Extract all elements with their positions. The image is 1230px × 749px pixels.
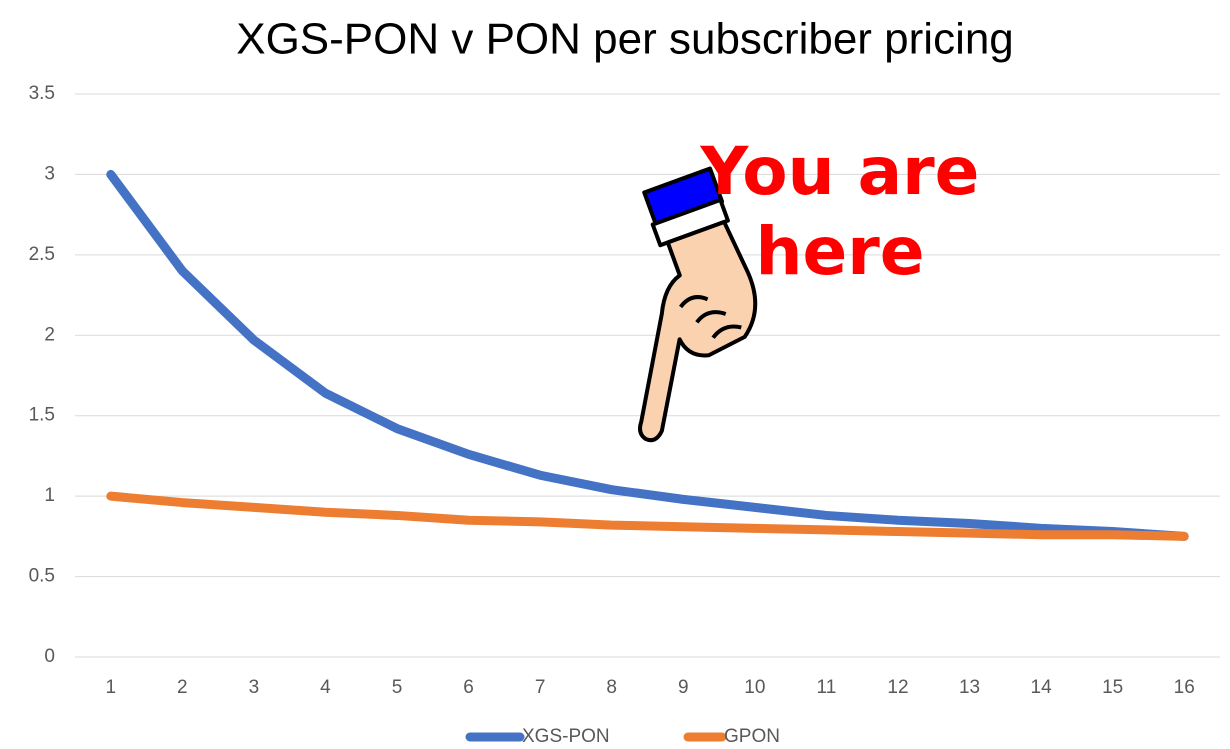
x-tick-label: 6 [463,677,474,698]
x-tick-label: 10 [744,677,765,698]
y-tick-label: 2.5 [29,244,55,265]
x-tick-label: 11 [817,677,837,698]
x-tick-label: 5 [392,677,403,698]
x-tick-label: 4 [320,677,331,698]
legend-label: GPON [724,726,780,747]
x-tick-label: 1 [105,677,116,698]
series-line [111,496,1184,536]
legend-label: XGS-PON [522,726,610,747]
x-tick-label: 9 [678,677,689,698]
y-tick-label: 0 [44,646,55,667]
y-tick-label: 3.5 [29,83,55,104]
x-tick-label: 16 [1174,677,1195,698]
annotation: You are here [690,132,990,292]
y-tick-label: 3 [44,163,55,184]
x-tick-label: 2 [177,677,188,698]
x-tick-label: 3 [249,677,260,698]
y-tick-label: 1.5 [29,405,55,426]
series-line [111,174,1184,536]
chart: XGS-PON v PON per subscriber pricing 0 0.… [0,0,1230,749]
y-tick-label: 0.5 [29,566,55,587]
x-tick-label: 14 [1031,677,1053,698]
x-tick-label: 15 [1102,677,1123,698]
page: XGS-PON v PON per subscriber pricing 0 0.… [0,0,1230,749]
chart-title: XGS-PON v PON per subscriber pricing [236,15,1014,64]
x-tick-label: 12 [887,677,908,698]
x-tick-label: 8 [606,677,617,698]
y-tick-label: 1 [44,485,55,506]
x-tick-label: 13 [959,677,980,698]
y-tick-label: 2 [44,324,55,345]
x-tick-label: 7 [535,677,546,698]
